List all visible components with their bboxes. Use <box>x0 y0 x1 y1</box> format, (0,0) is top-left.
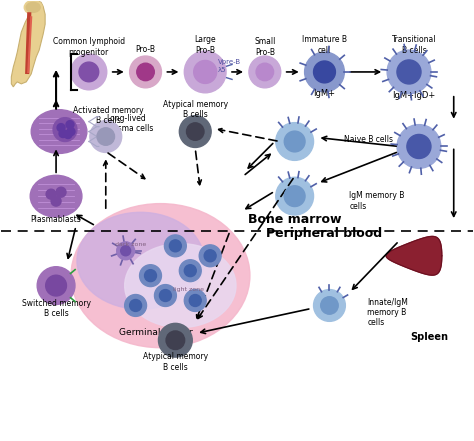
Circle shape <box>129 56 162 88</box>
Circle shape <box>97 128 115 145</box>
Ellipse shape <box>24 0 42 14</box>
Text: Atypical memory
B cells: Atypical memory B cells <box>163 100 228 120</box>
Circle shape <box>64 131 72 138</box>
Circle shape <box>57 123 65 131</box>
Circle shape <box>189 295 201 306</box>
Text: light zone: light zone <box>173 287 204 292</box>
Circle shape <box>145 270 156 282</box>
Text: Atypical memory
B cells: Atypical memory B cells <box>143 352 208 372</box>
Text: Common lymphoid
progenitor: Common lymphoid progenitor <box>53 37 125 57</box>
Text: Large
Pro-B: Large Pro-B <box>194 35 216 55</box>
Circle shape <box>184 51 226 93</box>
Text: Innate/IgM
memory B
cells: Innate/IgM memory B cells <box>367 298 408 327</box>
Circle shape <box>129 299 142 311</box>
Circle shape <box>276 177 313 215</box>
Text: Switched memory
B cells: Switched memory B cells <box>21 299 91 318</box>
Circle shape <box>313 61 336 83</box>
Circle shape <box>166 331 185 350</box>
Text: Germinal center: Germinal center <box>118 328 192 337</box>
Circle shape <box>155 284 176 306</box>
Circle shape <box>305 52 345 92</box>
Circle shape <box>56 187 66 197</box>
Circle shape <box>159 290 172 302</box>
Ellipse shape <box>71 204 250 348</box>
Circle shape <box>51 196 61 206</box>
Ellipse shape <box>26 2 40 12</box>
Ellipse shape <box>125 243 236 328</box>
Circle shape <box>407 135 431 158</box>
Circle shape <box>387 50 431 94</box>
Circle shape <box>179 260 201 282</box>
Circle shape <box>46 275 66 296</box>
Circle shape <box>397 60 421 84</box>
Circle shape <box>90 121 122 153</box>
Ellipse shape <box>30 175 82 217</box>
Circle shape <box>37 267 75 304</box>
Circle shape <box>184 265 196 277</box>
Circle shape <box>139 265 162 287</box>
Circle shape <box>53 118 77 142</box>
Circle shape <box>179 116 211 147</box>
Circle shape <box>249 56 281 88</box>
Text: Bone marrow: Bone marrow <box>248 213 341 225</box>
Circle shape <box>186 123 204 140</box>
Circle shape <box>67 127 75 135</box>
Circle shape <box>125 295 146 316</box>
Circle shape <box>256 63 273 81</box>
Circle shape <box>199 245 221 267</box>
Circle shape <box>164 235 186 257</box>
Text: Vpre-B: Vpre-B <box>218 59 241 65</box>
Circle shape <box>321 297 338 314</box>
Circle shape <box>184 290 206 311</box>
Ellipse shape <box>77 212 204 309</box>
Circle shape <box>46 189 56 199</box>
Polygon shape <box>386 236 442 275</box>
Polygon shape <box>11 1 45 87</box>
Circle shape <box>158 323 192 357</box>
Text: IgM+: IgM+ <box>313 90 336 98</box>
Circle shape <box>121 246 131 256</box>
Text: Immature B
cell: Immature B cell <box>302 35 347 55</box>
Circle shape <box>117 242 135 260</box>
Ellipse shape <box>31 110 87 153</box>
Circle shape <box>284 186 305 206</box>
Circle shape <box>194 60 217 83</box>
Text: Plasmablasts: Plasmablasts <box>31 214 82 224</box>
Circle shape <box>79 62 99 82</box>
Text: IgM+IgD+: IgM+IgD+ <box>392 91 436 100</box>
Text: dark zone: dark zone <box>115 242 146 247</box>
Text: Naive B cells: Naive B cells <box>345 135 393 144</box>
Text: Transitional
B cells: Transitional B cells <box>392 35 436 55</box>
Circle shape <box>137 63 155 81</box>
Text: Pro-B: Pro-B <box>136 45 155 54</box>
Circle shape <box>59 130 67 138</box>
Text: Small
Pro-B: Small Pro-B <box>254 37 275 57</box>
Text: Long-lived
Plasma cells: Long-lived Plasma cells <box>106 114 153 133</box>
Circle shape <box>169 240 182 252</box>
Circle shape <box>66 121 74 129</box>
Circle shape <box>284 131 305 152</box>
Text: IgM memory B
cells: IgM memory B cells <box>349 191 405 211</box>
Circle shape <box>204 250 216 262</box>
Text: Activated memory
B cells: Activated memory B cells <box>73 106 144 125</box>
Circle shape <box>313 290 346 321</box>
Text: Spleen: Spleen <box>410 332 448 342</box>
Circle shape <box>276 123 313 161</box>
Circle shape <box>71 54 107 90</box>
Text: λ5: λ5 <box>218 67 227 73</box>
Circle shape <box>397 125 441 168</box>
Text: Peripheral blood: Peripheral blood <box>266 228 383 240</box>
